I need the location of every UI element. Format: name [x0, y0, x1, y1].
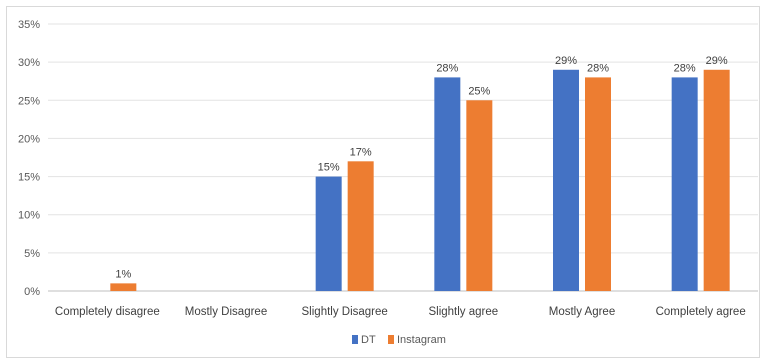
- bar: [703, 69, 730, 292]
- legend-label: Instagram: [397, 334, 446, 346]
- x-tick-label: Mostly Agree: [549, 306, 615, 318]
- x-tick-label: Completely disagree: [55, 306, 160, 318]
- bar: [110, 283, 137, 291]
- bar: [553, 69, 579, 292]
- data-label: 28%: [436, 62, 458, 74]
- y-tick-label: 15%: [18, 172, 40, 184]
- data-label: 17%: [350, 146, 372, 158]
- bar: [434, 77, 461, 292]
- x-tick-label: Mostly Disagree: [185, 306, 267, 318]
- data-label: 15%: [318, 162, 340, 174]
- data-label: 1%: [115, 268, 131, 280]
- x-tick-label: Completely agree: [656, 306, 746, 318]
- bar: [671, 77, 698, 292]
- y-tick-label: 25%: [18, 95, 40, 107]
- data-label: 28%: [587, 62, 609, 74]
- y-tick-label: 5%: [24, 248, 40, 260]
- chart-frame: [6, 6, 760, 358]
- bar: [466, 100, 493, 292]
- bar: [347, 161, 374, 291]
- x-tick-label: Slightly Disagree: [302, 306, 388, 318]
- y-tick-label: 0%: [24, 286, 40, 298]
- data-label: 29%: [555, 55, 577, 67]
- legend-swatch: [388, 335, 394, 344]
- legend-label: DT: [361, 334, 376, 346]
- x-tick-label: Slightly agree: [428, 306, 498, 318]
- data-label: 28%: [674, 62, 696, 74]
- bar: [585, 77, 611, 292]
- data-label: 29%: [706, 55, 728, 67]
- y-tick-label: 35%: [18, 19, 40, 31]
- y-tick-label: 30%: [18, 57, 40, 69]
- y-tick-label: 10%: [18, 210, 40, 222]
- legend-swatch: [352, 335, 358, 344]
- data-label: 25%: [468, 85, 490, 97]
- bar: [315, 176, 342, 291]
- y-tick-label: 20%: [18, 133, 40, 145]
